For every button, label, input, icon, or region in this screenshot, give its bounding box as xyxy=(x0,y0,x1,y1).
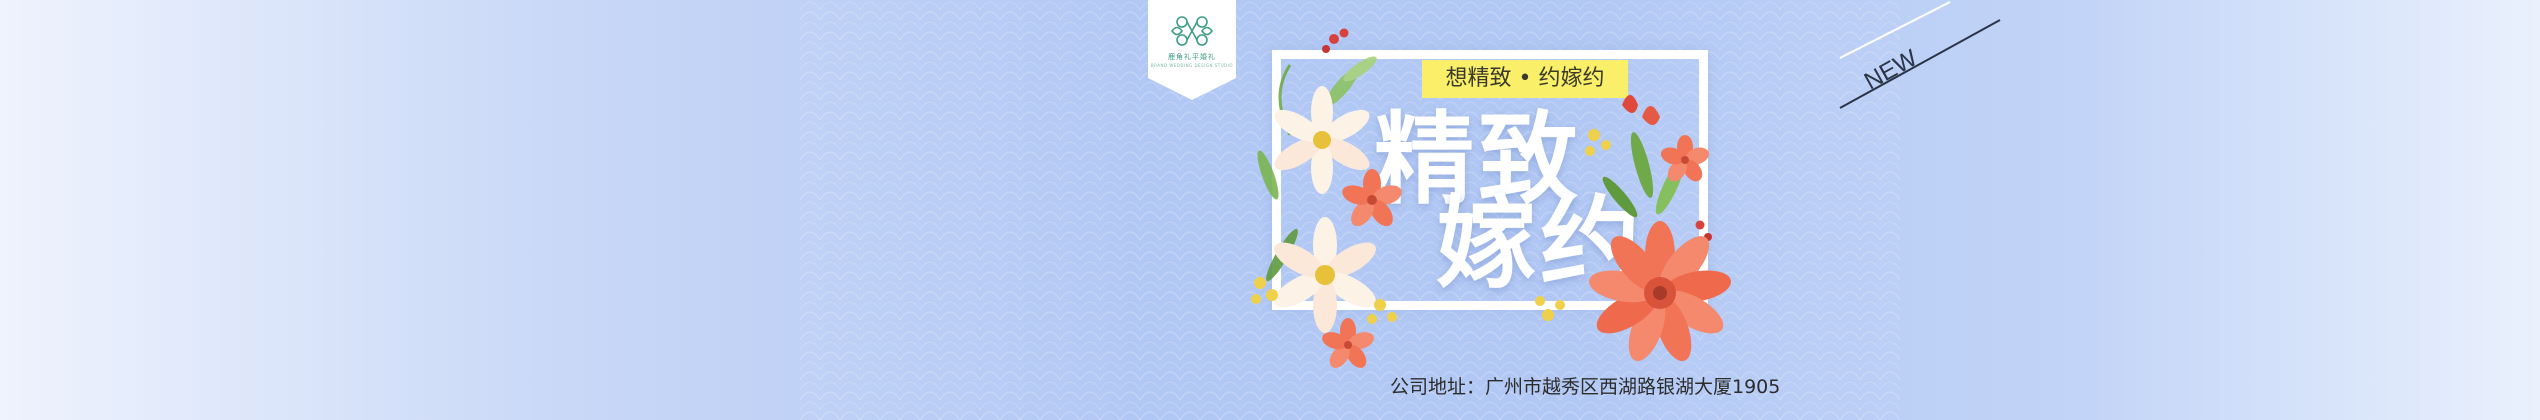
cream-flower-top xyxy=(1274,86,1370,194)
headline-line-1: 精致 xyxy=(1374,101,1582,218)
company-address: 公司地址：广州市越秀区西湖路银湖大厦1905 xyxy=(1390,376,1781,398)
brand-logo-badge[interactable]: 鹿角礼平婚礼 BRAND WEDDING DESIGN STUDIO xyxy=(1148,0,1236,100)
orange-flower-left xyxy=(1342,169,1402,227)
logo-subtitle: BRAND WEDDING DESIGN STUDIO xyxy=(1150,63,1234,68)
big-orange-flower xyxy=(1588,221,1732,362)
red-berries xyxy=(1322,28,1712,241)
orange-flower-bottom xyxy=(1322,318,1374,368)
tagline-label: 想精致 • 约嫁约 xyxy=(1422,60,1628,98)
cream-flower-bottom xyxy=(1274,217,1376,333)
yellow-berries-left xyxy=(1251,277,1397,324)
logo-emblem-icon xyxy=(1171,16,1213,46)
yellow-berries-right xyxy=(1535,129,1611,321)
red-tulips xyxy=(1622,95,1660,125)
new-badge-label: NEW xyxy=(1860,44,1922,95)
new-badge-ribbon: NEW xyxy=(1839,1,2001,109)
watercolor-flowers-illustration xyxy=(1251,28,1732,368)
title-frame xyxy=(1272,50,1708,310)
logo-name: 鹿角礼平婚礼 xyxy=(1168,53,1216,61)
orange-flower-right-small xyxy=(1660,135,1710,182)
